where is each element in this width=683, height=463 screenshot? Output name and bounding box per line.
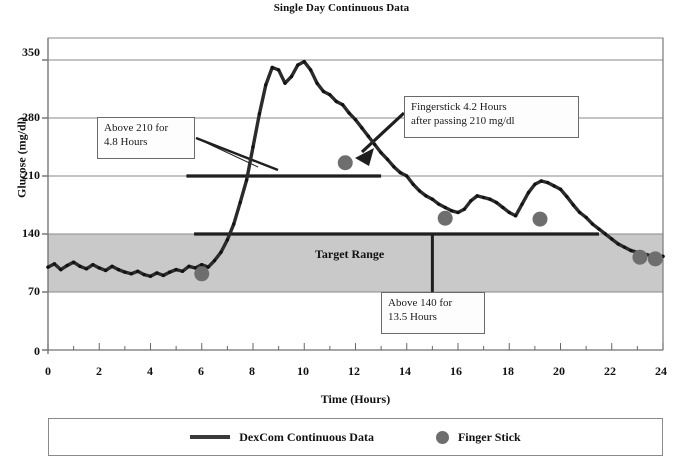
y-tick-350: 350 (22, 45, 40, 59)
annotation-above-140-line2: 13.5 Hours (388, 311, 437, 323)
legend-label-fingerstick: Finger Stick (457, 429, 521, 444)
line-swatch-icon (190, 435, 231, 439)
y-tick-280: 280 (22, 110, 40, 124)
x-tick-8: 8 (249, 364, 255, 378)
annotation-above-210: Above 210 for 4.8 Hours (97, 117, 195, 159)
chart-legend: DexCom Continuous Data Finger Stick (48, 418, 663, 456)
x-tick-0: 0 (45, 364, 51, 378)
x-tick-16: 16 (450, 364, 462, 378)
x-tick-10: 10 (297, 364, 309, 378)
y-tick-210: 210 (22, 168, 40, 182)
y-tick-70: 70 (28, 284, 40, 298)
y-tick-140: 140 (22, 226, 40, 240)
legend-item-continuous: DexCom Continuous Data (190, 430, 374, 445)
x-tick-6: 6 (198, 364, 204, 378)
x-tick-2: 2 (96, 364, 102, 378)
x-axis-label: Time (Hours) (320, 392, 391, 406)
chart-title: Single Day Continuous Data (273, 2, 410, 14)
x-tick-12: 12 (348, 364, 360, 378)
dot-swatch-icon (435, 430, 449, 444)
x-tick-24: 24 (655, 364, 667, 378)
x-tick-18: 18 (502, 364, 514, 378)
x-tick-22: 22 (604, 364, 616, 378)
x-tick-4: 4 (147, 364, 153, 378)
legend-label-continuous: DexCom Continuous Data (239, 429, 374, 444)
target-range-label: Target Range (315, 247, 385, 261)
annotation-above-210-line1: Above 210 for (104, 122, 169, 134)
x-tick-14: 14 (399, 364, 411, 378)
annotation-above-210-line2: 4.8 Hours (104, 136, 148, 148)
annotation-fingerstick-line2: after passing 210 mg/dl (411, 115, 515, 127)
annotation-fingerstick-line1: Fingerstick 4.2 Hours (411, 101, 507, 113)
y-tick-0: 0 (34, 344, 40, 358)
annotation-above-140: Above 140 for 13.5 Hours (381, 292, 485, 334)
x-tick-20: 20 (553, 364, 565, 378)
annotation-fingerstick: Fingerstick 4.2 Hours after passing 210 … (404, 96, 579, 138)
annotation-above-140-line1: Above 140 for (388, 297, 453, 309)
legend-item-fingerstick: Finger Stick (435, 429, 521, 445)
